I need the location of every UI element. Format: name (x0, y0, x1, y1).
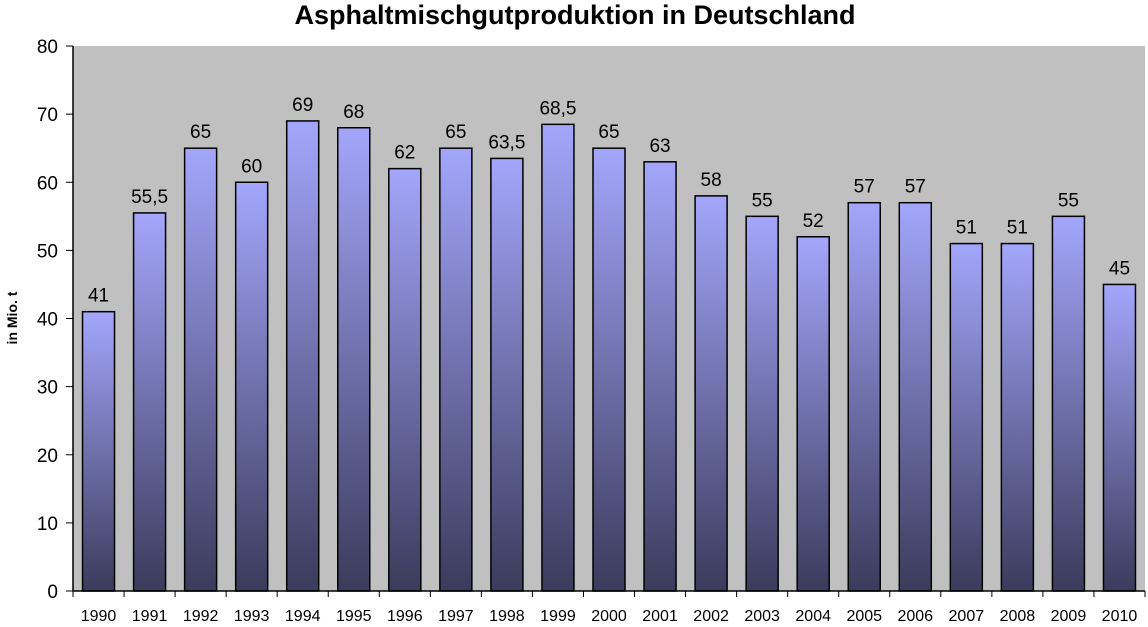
data-label-1995: 68 (343, 102, 364, 123)
bar-2004 (796, 236, 830, 592)
data-label-2007: 51 (956, 218, 977, 239)
bar-1993 (234, 181, 269, 592)
x-tick-label-2009: 2009 (1051, 608, 1087, 625)
bar-1991 (132, 212, 167, 592)
x-tick-label-2000: 2000 (591, 608, 627, 625)
bar-2007 (949, 242, 984, 592)
y-tick-label-40: 40 (37, 310, 58, 331)
bars-group (81, 120, 1137, 592)
x-tick-label-1992: 1992 (183, 608, 219, 625)
x-tick-label-1996: 1996 (387, 608, 423, 625)
x-tick-label-2002: 2002 (693, 608, 729, 625)
y-tick-label-60: 60 (37, 173, 58, 194)
data-label-2006: 57 (905, 177, 926, 198)
data-label-1993: 60 (241, 156, 262, 177)
bar-1992 (183, 147, 218, 592)
x-tick-label-1990: 1990 (81, 608, 117, 625)
x-tick-label-2003: 2003 (744, 608, 780, 625)
y-axis-label: in Mio. t (4, 291, 20, 344)
bar-2002 (694, 195, 728, 592)
data-label-2009: 55 (1058, 190, 1079, 211)
ticks-group: 1990 1991 1992 1993 1994 1995 1996 1997 1998 1999… (37, 37, 1146, 625)
x-tick-label-1998: 1998 (489, 608, 525, 625)
x-tick-label-2006: 2006 (897, 608, 933, 625)
x-tick-label-2008: 2008 (1000, 608, 1036, 625)
bar-2000 (592, 147, 626, 592)
bar-1990 (81, 310, 116, 592)
x-tick-label-1999: 1999 (540, 608, 576, 625)
data-label-2004: 52 (803, 211, 824, 232)
x-tick-label-1995: 1995 (336, 608, 372, 625)
data-label-2005: 57 (854, 177, 875, 198)
x-tick-label-2010: 2010 (1102, 608, 1138, 625)
data-label-2001: 63 (649, 136, 670, 157)
y-tick-label-10: 10 (37, 514, 58, 535)
data-label-1999: 68,5 (539, 98, 576, 119)
y-tick-label-70: 70 (37, 105, 58, 126)
data-label-1990: 41 (88, 286, 109, 307)
chart-title: Asphaltmischgutproduktion in Deutschland (294, 0, 855, 30)
bar-1996 (388, 167, 422, 592)
data-label-2010: 45 (1109, 258, 1130, 279)
y-tick-label-80: 80 (37, 37, 58, 58)
data-label-2002: 58 (701, 170, 722, 191)
y-tick-label-0: 0 (47, 582, 58, 603)
x-tick-label-1994: 1994 (285, 608, 321, 625)
x-tick-label-2004: 2004 (795, 608, 831, 625)
bar-1997 (439, 147, 473, 592)
x-tick-label-1991: 1991 (132, 608, 168, 625)
bar-2006 (898, 201, 933, 592)
bar-2005 (847, 201, 881, 592)
data-label-2000: 65 (598, 122, 619, 143)
y-tick-label-30: 30 (37, 378, 58, 399)
data-label-1991: 55,5 (131, 187, 168, 208)
bar-1999 (541, 123, 575, 592)
x-tick-label-2001: 2001 (642, 608, 678, 625)
data-label-1994: 69 (292, 95, 313, 116)
bar-2008 (1000, 242, 1035, 592)
data-label-2008: 51 (1007, 218, 1028, 239)
data-label-1997: 65 (445, 122, 466, 143)
bar-1995 (337, 127, 371, 592)
x-tick-label-2007: 2007 (949, 608, 985, 625)
x-tick-label-2005: 2005 (846, 608, 882, 625)
bar-2001 (643, 161, 677, 592)
data-label-2003: 55 (752, 190, 773, 211)
bar-2010 (1102, 283, 1137, 592)
bar-2009 (1051, 215, 1086, 592)
data-label-1992: 65 (190, 122, 211, 143)
x-tick-label-1997: 1997 (438, 608, 474, 625)
x-tick-label-1993: 1993 (234, 608, 270, 625)
bar-2003 (745, 215, 779, 592)
bar-1994 (285, 120, 320, 592)
data-label-1996: 62 (394, 143, 415, 164)
data-label-1998: 63,5 (488, 132, 525, 153)
y-tick-label-20: 20 (37, 446, 58, 467)
data-labels-group: 41 55,5 65 60 69 68 62 65 63,5 68,5 65 63 58 55 52 57 57… (88, 95, 1130, 307)
y-tick-label-50: 50 (37, 241, 58, 262)
bar-1998 (490, 157, 524, 592)
